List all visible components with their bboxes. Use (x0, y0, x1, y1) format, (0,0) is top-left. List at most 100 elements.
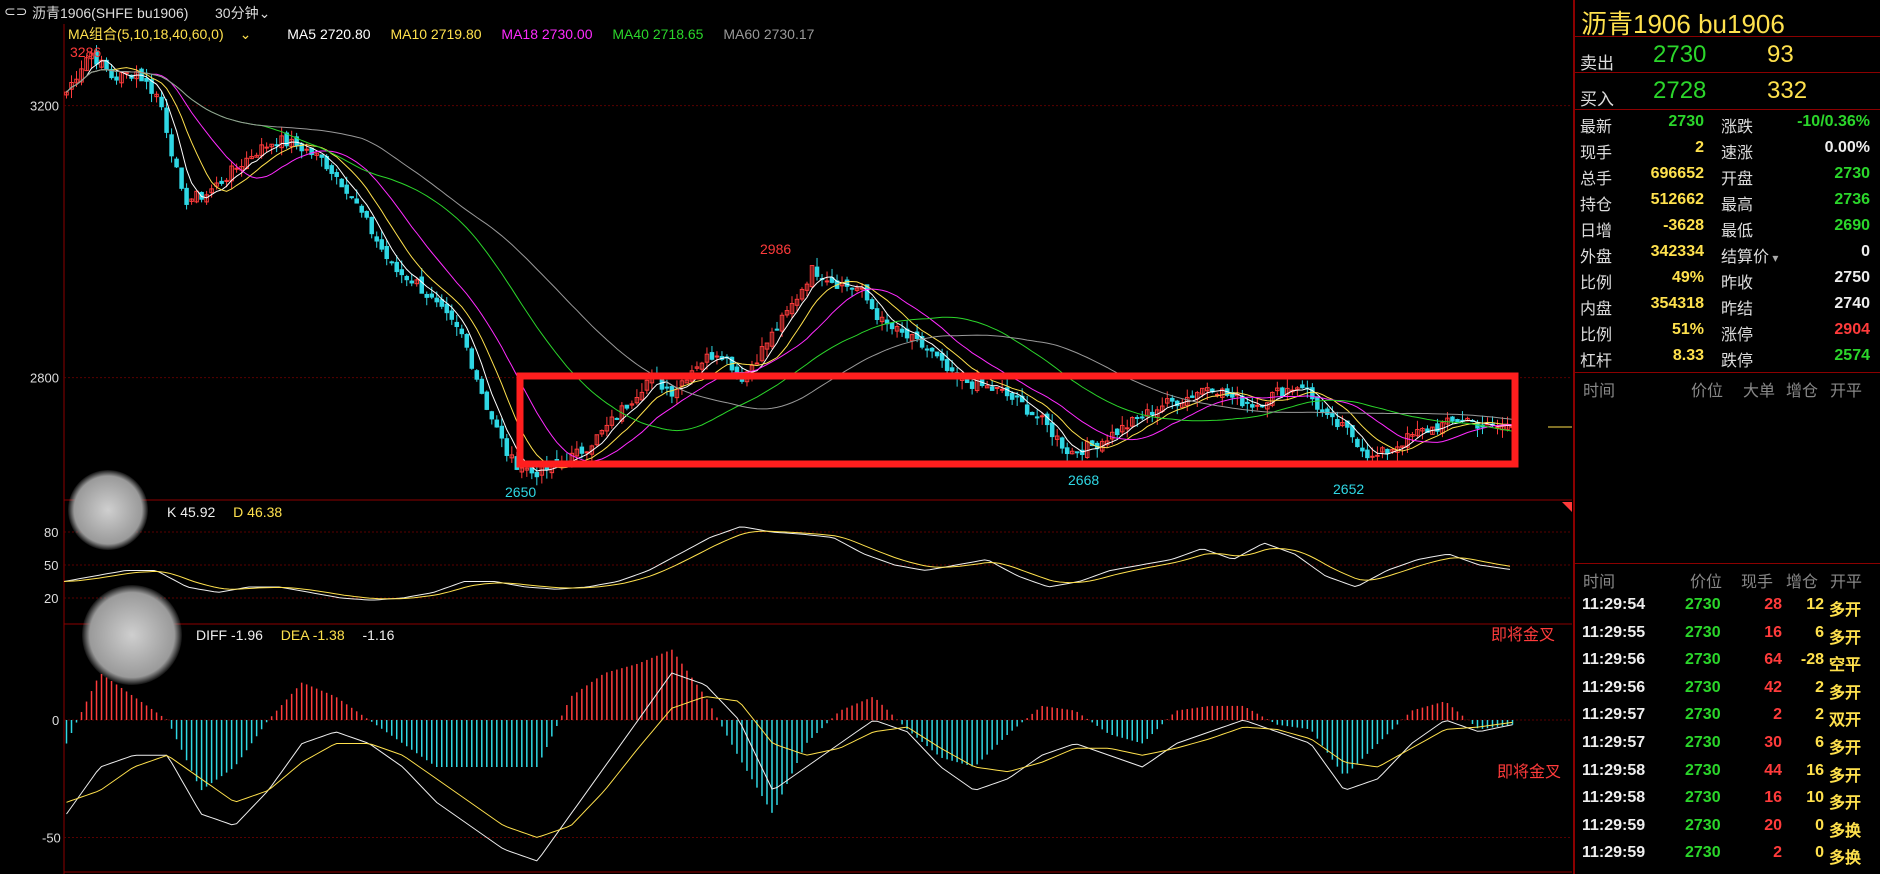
stat-row: 日增 -3628 最低 2690 (1575, 214, 1880, 240)
tick-volume: 16 (1764, 623, 1782, 641)
candle-body (1415, 428, 1420, 437)
tick-type: 多开 (1829, 795, 1862, 813)
candle-body (1410, 433, 1415, 437)
tick-row[interactable]: 11:29:58 2730 16 10 多开 (1575, 785, 1880, 813)
stat-value: 2730 (1834, 165, 1870, 182)
ask-row[interactable]: 卖出 2730 93 (1575, 36, 1880, 73)
tick-volume: 2 (1773, 706, 1782, 724)
stat-value: 2574 (1834, 347, 1870, 364)
candle-body (734, 366, 740, 373)
tick-type: 多开 (1829, 767, 1862, 785)
candle-body (909, 334, 915, 342)
stat-value: 0.00% (1824, 139, 1870, 156)
ma-line (66, 69, 1513, 463)
candle-body (1355, 438, 1360, 448)
candle-body (1360, 447, 1365, 452)
candle-body (1119, 424, 1125, 433)
price-annotation: 2652 (1333, 481, 1364, 497)
candle-body (969, 381, 975, 389)
candle-body (1149, 411, 1155, 416)
candle-body (1295, 387, 1300, 391)
tick-time: 11:29:57 (1582, 706, 1646, 724)
tick-row[interactable]: 11:29:58 2730 44 16 多开 (1575, 758, 1880, 786)
candle-body (994, 386, 1000, 389)
tick-type: 多开 (1829, 629, 1862, 647)
candle-body (714, 355, 720, 358)
stat-label: 跌停 (1721, 353, 1754, 370)
tick-row[interactable]: 11:29:57 2730 2 2 双开 (1575, 702, 1880, 730)
tick-type: 多开 (1829, 684, 1862, 702)
candle-body (659, 379, 665, 390)
tick-row[interactable]: 11:29:56 2730 42 2 多开 (1575, 675, 1880, 703)
tick-row[interactable]: 11:29:54 2730 28 12 多开 (1575, 592, 1880, 620)
candle-body (429, 293, 435, 298)
candle-body (489, 411, 495, 420)
candle-body (1495, 426, 1500, 429)
stat-row: 比例 51% 涨停 2904 (1575, 318, 1880, 344)
ma40-value: MA40 2718.65 (612, 26, 704, 42)
tick-time: 11:29:56 (1582, 678, 1646, 696)
tick-type: 多开 (1829, 602, 1862, 619)
candle-body (1465, 417, 1470, 422)
candle-body (474, 370, 480, 380)
candle-body (854, 287, 860, 291)
candle-body (174, 158, 179, 168)
tick-volume: 20 (1764, 816, 1782, 834)
stat-label: 持仓 (1580, 197, 1613, 214)
tick-row[interactable]: 11:29:55 2730 16 6 多开 (1575, 620, 1880, 648)
ma-line (66, 67, 1513, 469)
tick-time: 11:29:58 (1582, 789, 1646, 807)
stat-label: 开盘 (1721, 171, 1754, 188)
candle-body (1200, 387, 1205, 395)
candle-body (704, 353, 710, 363)
stat-label: 日增 (1580, 223, 1613, 240)
ask-label: 卖出 (1580, 54, 1614, 73)
candle-body (149, 79, 154, 94)
ma-group-selector[interactable]: MA组合(5,10,18,40,60,0) ⌄ (68, 26, 252, 42)
candle-body (614, 417, 620, 420)
candle-body (484, 391, 490, 410)
tick-price: 2730 (1685, 733, 1721, 751)
kdj-legend: K 45.92 D 46.38 (167, 504, 296, 520)
candle-body (479, 378, 485, 394)
tick-volume: 30 (1764, 733, 1782, 751)
tick-row[interactable]: 11:29:57 2730 30 6 多开 (1575, 730, 1880, 758)
tick-volume: 44 (1764, 761, 1782, 779)
tick-volume: 28 (1764, 596, 1782, 613)
candle-body (194, 190, 199, 203)
candle-body (369, 216, 374, 235)
caret-down-icon[interactable]: ▾ (1769, 251, 1779, 265)
candle-body (389, 261, 394, 264)
candle-body (114, 76, 119, 81)
stat-value: 51% (1671, 321, 1704, 338)
price-tick: 3200 (30, 99, 59, 114)
link-icon[interactable]: ⊂⊃ (4, 3, 28, 19)
stat-row: 内盘 354318 昨结 2740 (1575, 292, 1880, 318)
candle-body (519, 467, 525, 473)
tick-list[interactable]: 11:29:54 2730 28 12 多开 11:29:55 2730 16 6 多开 11:29… (1575, 592, 1880, 868)
candle-body (409, 280, 414, 284)
tick-row[interactable]: 11:29:56 2730 64 -28 空平 (1575, 647, 1880, 675)
tick-row[interactable]: 11:29:59 2730 20 0 多换 (1575, 813, 1880, 841)
candle-body (419, 276, 424, 294)
candle-body (864, 284, 870, 301)
candle-body (209, 188, 214, 194)
period-selector[interactable]: 30分钟⌄ (215, 5, 271, 21)
stat-row: 最新 2730 涨跌 -10/0.36% (1575, 110, 1880, 136)
candle-body (1435, 423, 1440, 432)
bid-row[interactable]: 买入 2728 332 (1575, 72, 1880, 109)
candle-body (374, 236, 379, 242)
candle-body (1310, 387, 1315, 400)
candle-body (1170, 397, 1175, 402)
chart-canvas[interactable]: 3200 2800 80 50 20 0 -50 3286 2986 2650 2668 2652 (0, 0, 1572, 874)
candle-body (1250, 404, 1255, 408)
dea-value: DEA -1.38 (280, 627, 345, 643)
candle-body (809, 265, 815, 288)
price-annotation: 2986 (760, 241, 791, 257)
candle-body (1114, 428, 1120, 436)
tick-row[interactable]: 11:29:59 2730 2 0 多换 (1575, 840, 1880, 868)
stat-label: 比例 (1580, 275, 1613, 292)
bid-volume: 332 (1767, 77, 1808, 104)
candle-body (1425, 428, 1430, 433)
corner-marker (1562, 502, 1572, 512)
